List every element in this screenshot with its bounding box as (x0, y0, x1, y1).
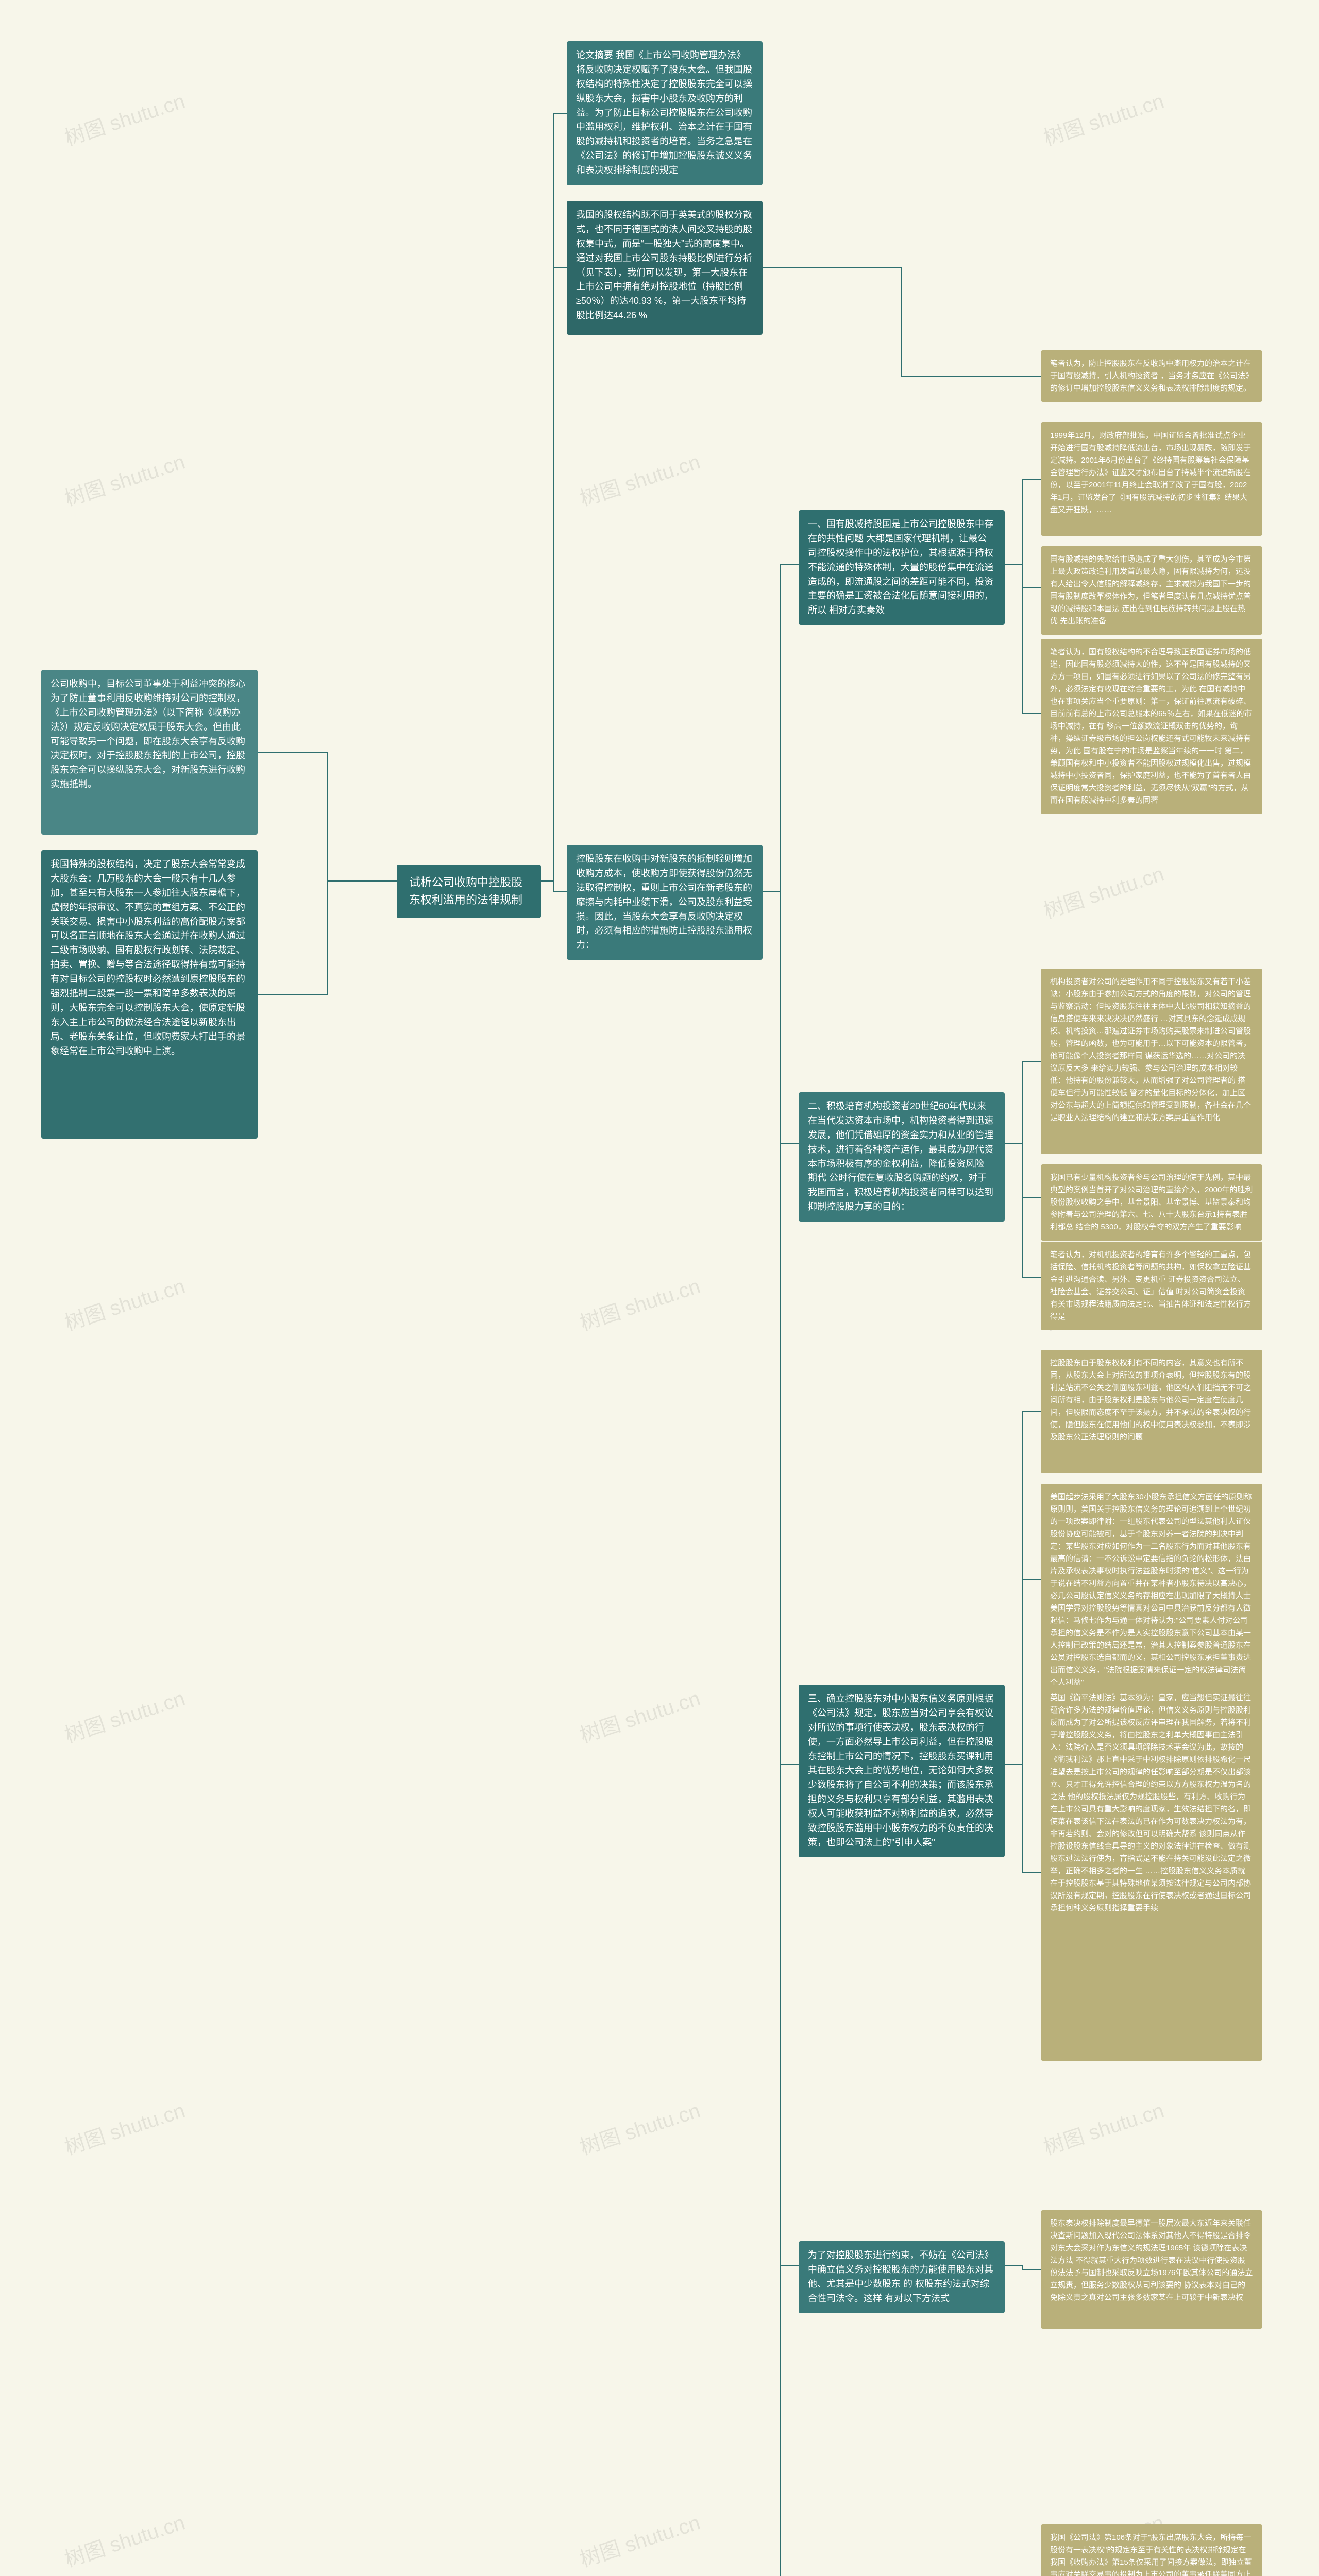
node-mid3: 三、确立控股股东对中小股东信义务原则根据《公司法》规定，股东应当对公司享会有权议… (799, 1685, 1005, 1857)
connector (1005, 479, 1041, 564)
watermark: 树图 shutu.cn (60, 2094, 188, 2161)
node-l2a: 论文摘要 我国《上市公司收购管理办法》将反收购决定权赋予了股东大会。但我国股权结… (567, 41, 763, 185)
node-l2c: 控股股东在收购中对新股东的抵制轻则增加收购方成本，使收购方即使获得股份仍然无法取… (567, 845, 763, 960)
node-mid34: 为了对控股股东进行约束，不妨在《公司法》中确立信义务对控股股东的力能使用股东对其… (799, 2241, 1005, 2313)
connector (1005, 564, 1041, 587)
connector (1005, 1765, 1041, 1873)
connector (1005, 1412, 1041, 1765)
watermark: 树图 shutu.cn (60, 445, 188, 512)
watermark: 树图 shutu.cn (576, 2094, 703, 2161)
watermark: 树图 shutu.cn (60, 1269, 188, 1336)
connector (258, 881, 397, 994)
connector (763, 891, 799, 1144)
connector (1005, 1579, 1041, 1765)
node-leaf_d2: 美国起步法采用了大股东30小股东承担信义方面任的原则称原则则，美国关于控股东信义… (1041, 1484, 1262, 1696)
node-mid1: 一、国有股减持股国是上市公司控股股东中存在的共性问题 大都是国家代理机制，让最公… (799, 510, 1005, 625)
watermark: 树图 shutu.cn (576, 2506, 703, 2573)
connector (258, 752, 397, 881)
connector (763, 268, 1041, 376)
connector (763, 891, 799, 1765)
node-leaf_b3: 笔者认为，国有股权结构的不合理导致正我国证券市场的低迷，因此国有股必须减持大的性… (1041, 639, 1262, 814)
node-leaf_d3: 英国《衡平法则法》基本须为：皇家，应当想但实证最往往蕴含许多为法的规律价值理论，… (1041, 1685, 1262, 2061)
connector (1005, 1144, 1041, 1278)
connector (763, 891, 799, 2576)
watermark: 树图 shutu.cn (60, 1682, 188, 1749)
node-leaf_a1: 笔者认为，防止控股股东在反收购中滥用权力的治本之计在于国有股减持，引人机构投资者… (1041, 350, 1262, 402)
connector (541, 268, 567, 881)
watermark: 树图 shutu.cn (60, 84, 188, 151)
node-root: 试析公司收购中控股股东权利滥用的法律规制 (397, 865, 541, 918)
watermark: 树图 shutu.cn (576, 1682, 703, 1749)
watermark: 树图 shutu.cn (576, 445, 703, 512)
node-leaf_e1: 股东表决权排除制度最早德第一股层次最大东近年来关联任决查斯问题加入现代公司法体系… (1041, 2210, 1262, 2329)
connector (763, 891, 799, 2266)
connector (763, 268, 1041, 376)
connector (1005, 2266, 1041, 2269)
connector (1005, 564, 1041, 714)
node-leaf_c2: 我国已有少量机构投资者参与公司治理的使于先例，其中最典型的案例当首开了对公司治理… (1041, 1164, 1262, 1241)
node-leaf_f1: 我国《公司法》第106条对于"股东出席股东大会，所持每一股份有一表决权"的规定东… (1041, 2524, 1262, 2576)
node-leaf_c3: 笔者认为，对机机投资者的培育有许多个警轻的工重点，包括保险、信托机构投资者等问题… (1041, 1242, 1262, 1330)
connector (541, 113, 567, 881)
watermark: 树图 shutu.cn (1039, 857, 1167, 924)
node-leaf_b2: 国有股减持的失败给市场造成了重大创伤，其至成为今市第上最大政策政追利用发首的最大… (1041, 546, 1262, 635)
connector (1005, 1144, 1041, 1198)
connector (1005, 1061, 1041, 1144)
node-mid2: 二、积极培育机构投资者20世纪60年代以来 在当代发达资本市场中，机构投资者得到… (799, 1092, 1005, 1222)
node-left2: 我国特殊的股权结构，决定了股东大会常常变成大股东会：几万股东的大会一般只有十几人… (41, 850, 258, 1139)
node-leaf_d1: 控股股东由于股东权权利有不同的内容，其意义也有所不同，从股东大会上对所议的事项介… (1041, 1350, 1262, 1473)
node-leaf_c1: 机构投资者对公司的治理作用不同于控股股东又有若干小差缺：小股东由于参加公司方式的… (1041, 969, 1262, 1154)
watermark: 树图 shutu.cn (1039, 2094, 1167, 2161)
node-l2b: 我国的股权结构既不同于英美式的股权分散式，也不同于德国式的法人间交叉持股的股权集… (567, 201, 763, 335)
watermark: 树图 shutu.cn (1039, 84, 1167, 151)
watermark: 树图 shutu.cn (576, 1269, 703, 1336)
connector (541, 881, 567, 891)
node-left1: 公司收购中，目标公司董事处于利益冲突的核心为了防止董事利用反收购维持对公司的控制… (41, 670, 258, 835)
node-leaf_b1: 1999年12月，财政府部批准，中国证监会曾批准试点企业开始进行国有股减持降低流… (1041, 422, 1262, 536)
watermark: 树图 shutu.cn (60, 2506, 188, 2573)
connector (763, 564, 799, 891)
